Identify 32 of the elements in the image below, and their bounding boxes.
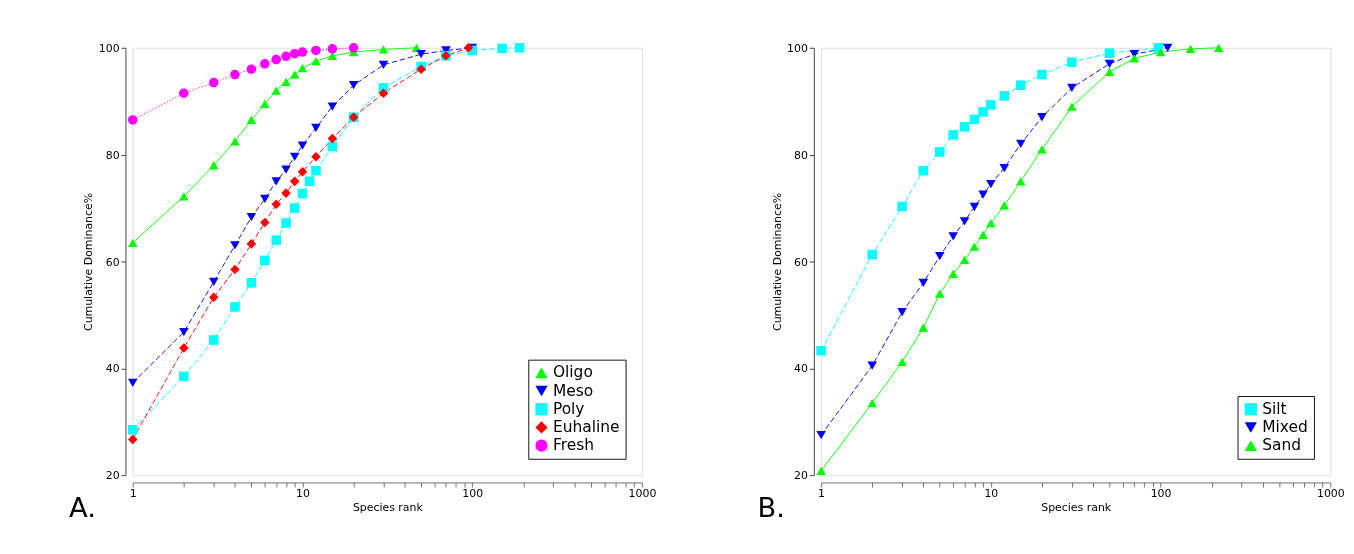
text: B. [757, 492, 785, 524]
x-tick-label: 1 [129, 487, 137, 501]
y-tick-label: 80 [105, 148, 120, 162]
legend-label: Oligo [552, 363, 593, 382]
y-tick-label: 80 [794, 148, 808, 162]
legend-label: Sand [1262, 436, 1301, 455]
x-tick-label: 1 [818, 487, 826, 501]
x-tick-label: 100 [1150, 487, 1172, 501]
legend-label: Fresh [552, 436, 594, 455]
x-tick-label: 10 [296, 487, 310, 501]
y-tick-label: 40 [105, 362, 120, 376]
legend-label: Poly [552, 399, 585, 418]
y-axis-title: Cumulative Dominance% [82, 192, 96, 331]
x-tick-label: 1000 [628, 487, 657, 501]
x-tick-label: 10 [984, 487, 999, 501]
y-tick-label: 60 [105, 255, 120, 269]
x-tick-label: 100 [462, 487, 484, 501]
text: A. [69, 492, 96, 524]
x-tick-label: 1000 [1316, 487, 1345, 501]
y-axis-title: Cumulative Dominance% [770, 192, 784, 331]
x-axis-title: Species rank [1041, 501, 1112, 515]
legend-label: Meso [552, 381, 594, 400]
legend-label: Silt [1262, 399, 1287, 418]
y-tick-label: 60 [794, 255, 808, 269]
legend-label: Euhaline [552, 418, 620, 436]
y-tick-label: 20 [105, 469, 120, 483]
x-axis-title: Species rank [352, 501, 424, 515]
y-tick-label: 100 [98, 41, 120, 55]
legend-label: Mixed [1262, 418, 1308, 436]
y-tick-label: 20 [794, 469, 808, 483]
y-tick-label: 100 [787, 41, 808, 55]
y-tick-label: 40 [794, 362, 808, 376]
